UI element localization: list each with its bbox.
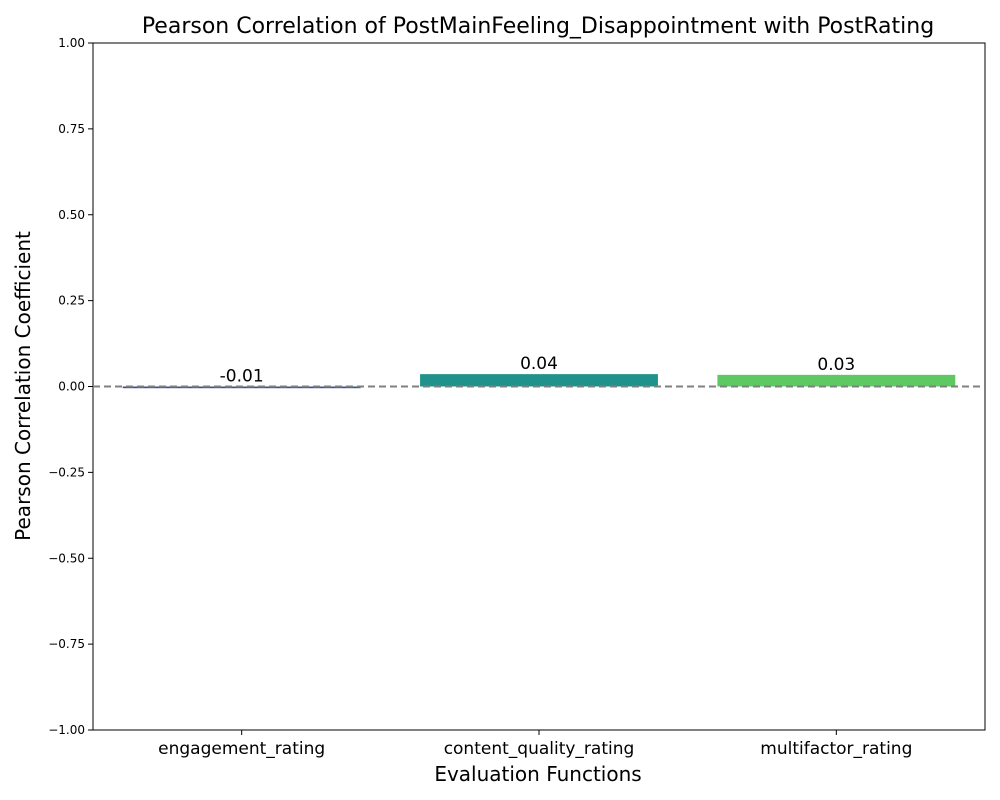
y-tick-label: 0.50 — [58, 208, 85, 222]
y-tick-label: 0.75 — [58, 122, 85, 136]
y-tick-label: −0.75 — [48, 637, 85, 651]
bar-content_quality_rating — [420, 374, 658, 387]
chart-title: Pearson Correlation of PostMainFeeling_D… — [142, 14, 934, 39]
value-label-content_quality_rating: 0.04 — [520, 354, 558, 374]
y-axis: −1.00 −0.75 −0.50 −0.25 0.00 0.25 0.50 0.75 1.00 — [48, 36, 93, 737]
x-tick-label-content_quality_rating: content_quality_rating — [444, 739, 635, 759]
y-tick-label: −1.00 — [48, 723, 85, 737]
y-tick-label: 0.00 — [58, 380, 85, 394]
value-labels: -0.01 0.04 0.03 — [220, 354, 856, 386]
y-tick-label: −0.25 — [48, 465, 85, 479]
y-tick-label: 0.25 — [58, 294, 85, 308]
x-axis: engagement_rating content_quality_rating m… — [158, 730, 912, 759]
value-label-engagement_rating: -0.01 — [220, 367, 264, 387]
y-axis-label: Pearson Correlation Coefficient — [11, 231, 35, 541]
x-tick-label-engagement_rating: engagement_rating — [158, 739, 325, 759]
value-label-multifactor_rating: 0.03 — [817, 355, 855, 375]
x-axis-label: Evaluation Functions — [434, 762, 641, 786]
x-tick-label-multifactor_rating: multifactor_rating — [760, 739, 912, 759]
y-tick-label: 1.00 — [58, 36, 85, 50]
y-tick-label: −0.50 — [48, 551, 85, 565]
bar-multifactor_rating — [717, 374, 956, 387]
